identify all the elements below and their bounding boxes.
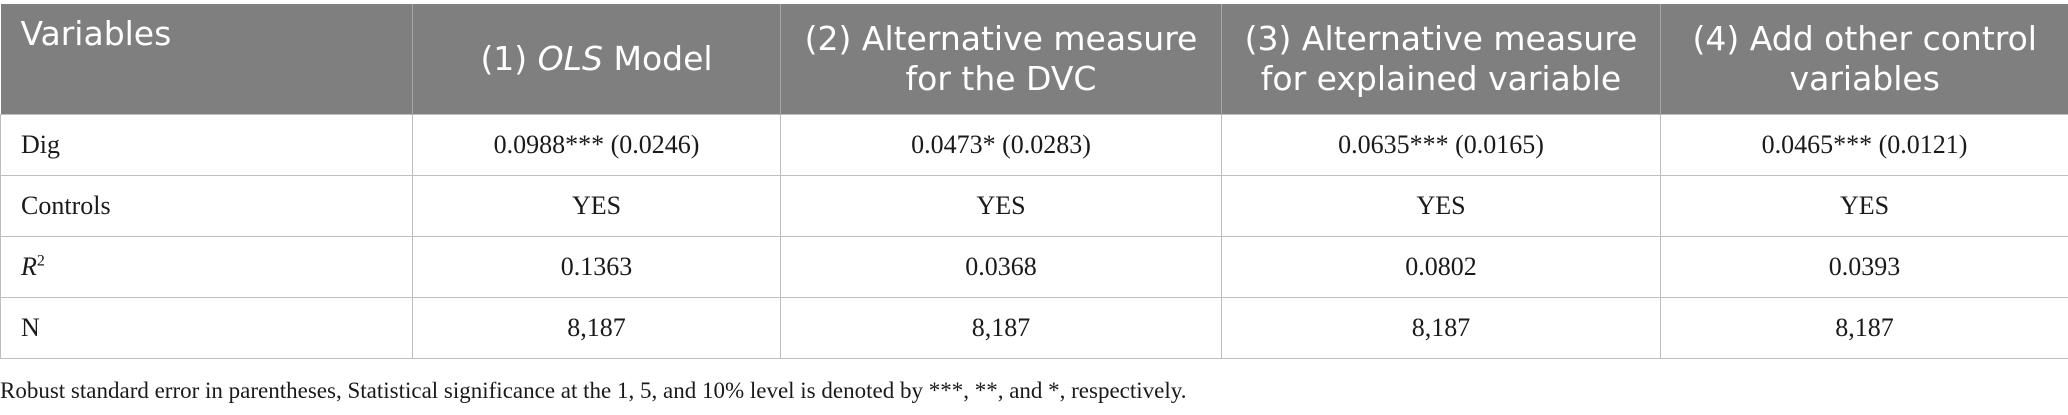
header-variables: Variables <box>0 4 413 115</box>
table-cell: YES <box>412 175 781 237</box>
row-label-r-squared: R2 <box>0 236 413 298</box>
table-cell: 0.0393 <box>1660 236 2068 298</box>
header-col-1: (1) OLS Model <box>412 4 781 115</box>
header-variables-label: Variables <box>20 14 172 53</box>
header-col-2: (2) Alternative measure for the DVC <box>780 4 1222 115</box>
row-label: Dig <box>0 114 413 176</box>
header-col-1-prefix: (1) <box>480 39 538 78</box>
results-table-container: Variables (1) OLS Model (2) Alternative … <box>0 4 2068 359</box>
table-cell: YES <box>780 175 1222 237</box>
table-cell: 0.0368 <box>780 236 1222 298</box>
r-squared-exponent: 2 <box>36 252 45 270</box>
regression-results-table: Variables (1) OLS Model (2) Alternative … <box>0 4 2068 359</box>
table-cell: 0.0473* (0.0283) <box>780 114 1222 176</box>
table-cell: 0.0465*** (0.0121) <box>1660 114 2068 176</box>
table-cell: 8,187 <box>780 297 1222 359</box>
table-cell: 0.0988*** (0.0246) <box>412 114 781 176</box>
table-body: Dig 0.0988*** (0.0246) 0.0473* (0.0283) … <box>0 114 2068 359</box>
table-footnote: Robust standard error in parentheses, St… <box>0 378 1187 403</box>
table-row-controls: Controls YES YES YES YES <box>0 175 2068 237</box>
header-col-3-line2: for explained variable <box>1260 59 1622 98</box>
r-squared-symbol: R <box>21 252 37 281</box>
table-cell: 8,187 <box>1221 297 1661 359</box>
table-cell: 8,187 <box>412 297 781 359</box>
table-cell: YES <box>1221 175 1661 237</box>
header-row: Variables (1) OLS Model (2) Alternative … <box>0 4 2068 115</box>
table-row-n: N 8,187 8,187 8,187 8,187 <box>0 297 2068 359</box>
table-row-r-squared: R2 0.1363 0.0368 0.0802 0.0393 <box>0 236 2068 298</box>
table-cell: 0.0802 <box>1221 236 1661 298</box>
table-header: Variables (1) OLS Model (2) Alternative … <box>0 4 2068 115</box>
header-col-2-line2: for the DVC <box>905 59 1097 98</box>
row-label: N <box>0 297 413 359</box>
header-col-1-suffix: Model <box>602 39 713 78</box>
header-col-3-line1: (3) Alternative measure <box>1244 19 1638 58</box>
table-cell: YES <box>1660 175 2068 237</box>
header-col-4: (4) Add other control variables <box>1660 4 2068 115</box>
header-col-1-italic: OLS <box>537 39 603 78</box>
table-row-dig: Dig 0.0988*** (0.0246) 0.0473* (0.0283) … <box>0 114 2068 176</box>
row-label: Controls <box>0 175 413 237</box>
header-col-2-line1: (2) Alternative measure <box>804 19 1198 58</box>
table-cell: 8,187 <box>1660 297 2068 359</box>
table-cell: 0.1363 <box>412 236 781 298</box>
table-cell: 0.0635*** (0.0165) <box>1221 114 1661 176</box>
header-col-4-line1: (4) Add other control <box>1692 19 2037 58</box>
header-col-3: (3) Alternative measure for explained va… <box>1221 4 1661 115</box>
header-col-4-line2: variables <box>1789 59 1940 98</box>
